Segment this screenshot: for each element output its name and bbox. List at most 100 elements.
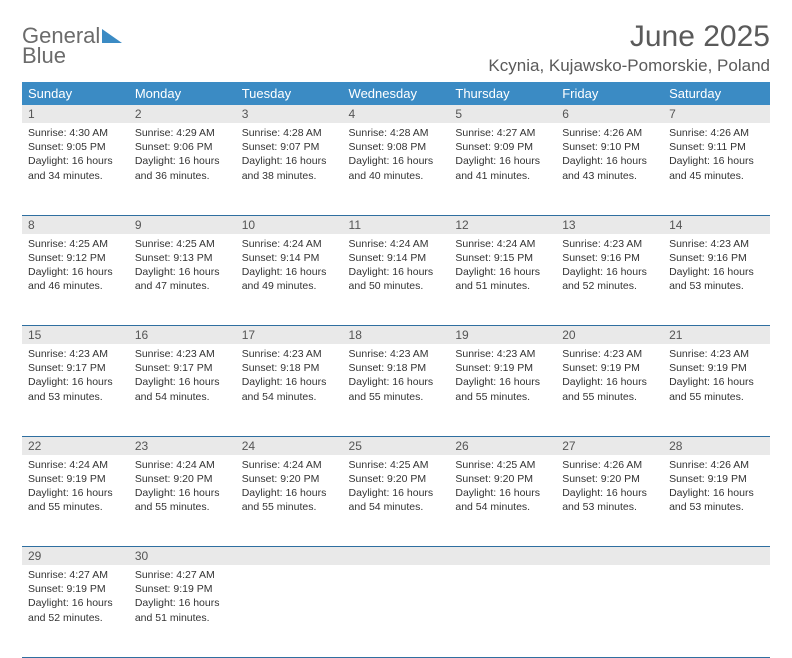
day-number: 27 [556, 436, 663, 455]
day-details: Sunrise: 4:27 AMSunset: 9:19 PMDaylight:… [22, 565, 129, 631]
day-cell: Sunrise: 4:23 AMSunset: 9:18 PMDaylight:… [236, 344, 343, 436]
day-cell: Sunrise: 4:24 AMSunset: 9:14 PMDaylight:… [343, 234, 450, 326]
day-cell: Sunrise: 4:26 AMSunset: 9:10 PMDaylight:… [556, 123, 663, 215]
weekday-header: Saturday [663, 82, 770, 105]
day-number: 26 [449, 436, 556, 455]
day-cell: Sunrise: 4:23 AMSunset: 9:19 PMDaylight:… [449, 344, 556, 436]
day-cell: Sunrise: 4:26 AMSunset: 9:20 PMDaylight:… [556, 455, 663, 547]
day-details: Sunrise: 4:29 AMSunset: 9:06 PMDaylight:… [129, 123, 236, 189]
day-number-row: 15161718192021 [22, 326, 770, 345]
day-details: Sunrise: 4:23 AMSunset: 9:19 PMDaylight:… [556, 344, 663, 410]
day-cell: Sunrise: 4:26 AMSunset: 9:11 PMDaylight:… [663, 123, 770, 215]
day-cell [663, 565, 770, 657]
day-cell: Sunrise: 4:28 AMSunset: 9:08 PMDaylight:… [343, 123, 450, 215]
day-details: Sunrise: 4:23 AMSunset: 9:18 PMDaylight:… [236, 344, 343, 410]
day-details: Sunrise: 4:26 AMSunset: 9:20 PMDaylight:… [556, 455, 663, 521]
day-cell [556, 565, 663, 657]
day-details: Sunrise: 4:25 AMSunset: 9:20 PMDaylight:… [343, 455, 450, 521]
day-number-row: 22232425262728 [22, 436, 770, 455]
day-details: Sunrise: 4:25 AMSunset: 9:20 PMDaylight:… [449, 455, 556, 521]
day-details: Sunrise: 4:30 AMSunset: 9:05 PMDaylight:… [22, 123, 129, 189]
day-cell: Sunrise: 4:26 AMSunset: 9:19 PMDaylight:… [663, 455, 770, 547]
day-number: 12 [449, 215, 556, 234]
month-title: June 2025 [488, 20, 770, 54]
day-cell: Sunrise: 4:23 AMSunset: 9:16 PMDaylight:… [556, 234, 663, 326]
day-details: Sunrise: 4:23 AMSunset: 9:16 PMDaylight:… [663, 234, 770, 300]
day-cell: Sunrise: 4:27 AMSunset: 9:19 PMDaylight:… [22, 565, 129, 657]
day-number-row: 891011121314 [22, 215, 770, 234]
day-details: Sunrise: 4:23 AMSunset: 9:19 PMDaylight:… [449, 344, 556, 410]
day-number-row: 1234567 [22, 105, 770, 123]
day-details: Sunrise: 4:28 AMSunset: 9:07 PMDaylight:… [236, 123, 343, 189]
day-cell: Sunrise: 4:24 AMSunset: 9:14 PMDaylight:… [236, 234, 343, 326]
day-cell: Sunrise: 4:24 AMSunset: 9:20 PMDaylight:… [236, 455, 343, 547]
day-content-row: Sunrise: 4:25 AMSunset: 9:12 PMDaylight:… [22, 234, 770, 326]
weekday-header: Thursday [449, 82, 556, 105]
day-cell: Sunrise: 4:25 AMSunset: 9:20 PMDaylight:… [449, 455, 556, 547]
header: General Blue June 2025 Kcynia, Kujawsko-… [22, 20, 770, 76]
day-number: 11 [343, 215, 450, 234]
day-cell [236, 565, 343, 657]
day-details: Sunrise: 4:23 AMSunset: 9:18 PMDaylight:… [343, 344, 450, 410]
day-details: Sunrise: 4:26 AMSunset: 9:10 PMDaylight:… [556, 123, 663, 189]
day-cell: Sunrise: 4:23 AMSunset: 9:16 PMDaylight:… [663, 234, 770, 326]
calendar-table: Sunday Monday Tuesday Wednesday Thursday… [22, 82, 770, 658]
day-number-row: 2930 [22, 547, 770, 566]
day-number: 8 [22, 215, 129, 234]
day-details: Sunrise: 4:26 AMSunset: 9:11 PMDaylight:… [663, 123, 770, 189]
day-number: 22 [22, 436, 129, 455]
day-number: 5 [449, 105, 556, 123]
day-details: Sunrise: 4:28 AMSunset: 9:08 PMDaylight:… [343, 123, 450, 189]
day-number: 28 [663, 436, 770, 455]
day-number [343, 547, 450, 566]
day-number [556, 547, 663, 566]
day-cell: Sunrise: 4:29 AMSunset: 9:06 PMDaylight:… [129, 123, 236, 215]
day-number: 10 [236, 215, 343, 234]
day-number [663, 547, 770, 566]
day-cell: Sunrise: 4:24 AMSunset: 9:15 PMDaylight:… [449, 234, 556, 326]
logo-line2: Blue [22, 46, 122, 66]
day-number: 18 [343, 326, 450, 345]
logo-triangle-icon [102, 26, 122, 46]
day-number: 25 [343, 436, 450, 455]
day-cell: Sunrise: 4:24 AMSunset: 9:19 PMDaylight:… [22, 455, 129, 547]
day-details: Sunrise: 4:24 AMSunset: 9:20 PMDaylight:… [129, 455, 236, 521]
day-cell: Sunrise: 4:30 AMSunset: 9:05 PMDaylight:… [22, 123, 129, 215]
day-number: 14 [663, 215, 770, 234]
day-cell: Sunrise: 4:25 AMSunset: 9:20 PMDaylight:… [343, 455, 450, 547]
day-cell [449, 565, 556, 657]
day-number: 2 [129, 105, 236, 123]
day-number: 17 [236, 326, 343, 345]
day-cell: Sunrise: 4:23 AMSunset: 9:17 PMDaylight:… [22, 344, 129, 436]
day-cell: Sunrise: 4:27 AMSunset: 9:19 PMDaylight:… [129, 565, 236, 657]
day-number: 29 [22, 547, 129, 566]
day-number: 24 [236, 436, 343, 455]
day-cell: Sunrise: 4:27 AMSunset: 9:09 PMDaylight:… [449, 123, 556, 215]
day-details: Sunrise: 4:23 AMSunset: 9:17 PMDaylight:… [129, 344, 236, 410]
weekday-header: Tuesday [236, 82, 343, 105]
weekday-header: Sunday [22, 82, 129, 105]
location: Kcynia, Kujawsko-Pomorskie, Poland [488, 56, 770, 76]
day-number [236, 547, 343, 566]
day-cell: Sunrise: 4:25 AMSunset: 9:12 PMDaylight:… [22, 234, 129, 326]
day-details: Sunrise: 4:23 AMSunset: 9:19 PMDaylight:… [663, 344, 770, 410]
day-number: 23 [129, 436, 236, 455]
day-details: Sunrise: 4:24 AMSunset: 9:19 PMDaylight:… [22, 455, 129, 521]
weekday-header: Monday [129, 82, 236, 105]
day-cell: Sunrise: 4:28 AMSunset: 9:07 PMDaylight:… [236, 123, 343, 215]
day-number: 16 [129, 326, 236, 345]
day-cell [343, 565, 450, 657]
weekday-header: Friday [556, 82, 663, 105]
day-number: 19 [449, 326, 556, 345]
day-number: 21 [663, 326, 770, 345]
day-cell: Sunrise: 4:23 AMSunset: 9:18 PMDaylight:… [343, 344, 450, 436]
day-details: Sunrise: 4:25 AMSunset: 9:12 PMDaylight:… [22, 234, 129, 300]
day-cell: Sunrise: 4:24 AMSunset: 9:20 PMDaylight:… [129, 455, 236, 547]
day-number: 13 [556, 215, 663, 234]
day-content-row: Sunrise: 4:30 AMSunset: 9:05 PMDaylight:… [22, 123, 770, 215]
day-details: Sunrise: 4:25 AMSunset: 9:13 PMDaylight:… [129, 234, 236, 300]
day-content-row: Sunrise: 4:23 AMSunset: 9:17 PMDaylight:… [22, 344, 770, 436]
day-number: 4 [343, 105, 450, 123]
day-cell: Sunrise: 4:23 AMSunset: 9:19 PMDaylight:… [556, 344, 663, 436]
day-number [449, 547, 556, 566]
